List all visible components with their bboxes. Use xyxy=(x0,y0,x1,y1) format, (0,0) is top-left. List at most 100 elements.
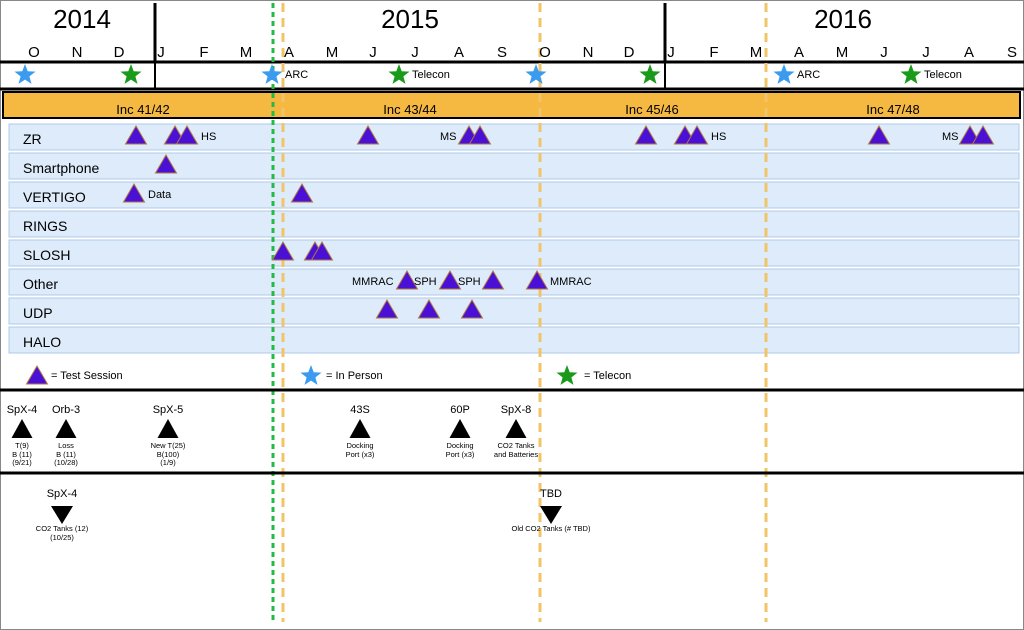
row-udp xyxy=(8,297,1020,325)
downmass-triangle-icon xyxy=(540,506,562,524)
upmass-vehicle-name: Orb-3 xyxy=(51,404,81,416)
month-label: D xyxy=(623,44,635,61)
row-label: HALO xyxy=(23,334,62,350)
upmass-triangle-icon xyxy=(55,419,77,438)
upmass-description: Port (x3) xyxy=(445,449,475,459)
month-label: M xyxy=(325,44,339,61)
session-annotation: SPH xyxy=(414,276,437,288)
test-session-icon xyxy=(124,125,148,145)
session-annotation: HS xyxy=(711,131,727,143)
month-label: M xyxy=(835,44,849,61)
month-label: A xyxy=(283,44,295,61)
downmass-description: CO2 Tanks (12) xyxy=(35,524,89,533)
row-rings xyxy=(8,210,1020,238)
month-label: A xyxy=(453,44,465,61)
row-zr xyxy=(8,123,1020,151)
downmass-vehicle-name: TBD xyxy=(540,488,562,500)
month-label: J xyxy=(411,44,419,61)
row-label: Other xyxy=(23,276,59,292)
month-label: A xyxy=(793,44,805,61)
upmass-triangle-icon xyxy=(505,419,527,438)
star-label: Telecon xyxy=(412,69,450,81)
year-label: 2014 xyxy=(53,4,111,34)
upmass-description: CO2 Tanks xyxy=(497,441,535,450)
upmass-description: B (11) xyxy=(12,449,32,459)
month-label: S xyxy=(1006,44,1018,61)
upmass-description: B (11) xyxy=(56,449,76,459)
upmass-description: Port (x3) xyxy=(345,449,375,459)
row-vertigo xyxy=(8,181,1020,209)
star-label: ARC xyxy=(797,69,821,81)
row-slosh xyxy=(8,239,1020,267)
downmass-description: (10/25) xyxy=(50,532,74,542)
row-label: SLOSH xyxy=(23,247,71,263)
month-label: A xyxy=(963,44,975,61)
test-session-icon xyxy=(460,299,484,319)
month-label: M xyxy=(749,44,763,61)
upmass-description: Docking xyxy=(446,441,474,450)
upmass-description: (1/9) xyxy=(160,458,176,467)
legend-in-person: = In Person xyxy=(326,370,383,382)
in-person-star-icon xyxy=(14,64,36,84)
row-label: UDP xyxy=(23,305,53,321)
increment-label: Inc 43/44 xyxy=(383,102,437,117)
month-label: N xyxy=(71,44,83,61)
star-label: Telecon xyxy=(924,69,962,81)
in-person-star-icon xyxy=(525,64,547,84)
month-label: M xyxy=(239,44,253,61)
month-label: O xyxy=(28,44,40,61)
year-label: 2015 xyxy=(381,4,439,34)
upmass-description: T(9) xyxy=(15,441,29,450)
star-label: ARC xyxy=(285,69,309,81)
month-label: S xyxy=(496,44,508,61)
telecon-star-icon xyxy=(120,64,142,84)
test-session-icon xyxy=(154,154,178,174)
month-label: N xyxy=(582,44,594,61)
upmass-description: and Batteries xyxy=(493,449,539,459)
upmass-description: (10/28) xyxy=(54,458,78,467)
session-annotation: SPH xyxy=(458,276,481,288)
month-label: J xyxy=(880,44,888,61)
test-session-icon xyxy=(634,125,658,145)
test-session-icon xyxy=(375,299,399,319)
row-label: Smartphone xyxy=(23,160,100,176)
upmass-triangle-icon xyxy=(349,419,371,438)
test-session-icon xyxy=(310,241,334,261)
session-annotation: MS xyxy=(942,131,959,143)
legend-test-session: = Test Session xyxy=(51,370,123,382)
month-label: J xyxy=(369,44,377,61)
upmass-description: B(100) xyxy=(156,449,180,459)
row-label: ZR xyxy=(23,131,42,147)
legend-in-person-star-icon xyxy=(300,365,322,385)
session-annotation: MMRAC xyxy=(352,276,394,288)
session-annotation: Data xyxy=(148,189,172,201)
upmass-description: (9/21) xyxy=(12,458,32,467)
legend-telecon: = Telecon xyxy=(584,370,632,382)
session-annotation: HS xyxy=(201,131,217,143)
test-session-icon xyxy=(971,125,995,145)
month-label: D xyxy=(113,44,125,61)
increment-label: Inc 45/46 xyxy=(625,102,679,117)
in-person-star-icon xyxy=(261,64,283,84)
test-session-icon xyxy=(395,270,419,290)
in-person-star-icon xyxy=(773,64,795,84)
year-label: 2016 xyxy=(814,4,872,34)
upmass-triangle-icon xyxy=(11,419,33,438)
upmass-description: New T(25) xyxy=(150,441,186,450)
upmass-description: Loss xyxy=(58,441,74,450)
month-label: J xyxy=(157,44,165,61)
test-session-icon xyxy=(417,299,441,319)
legend-telecon-star-icon xyxy=(556,365,578,385)
test-session-icon xyxy=(685,125,709,145)
month-label: J xyxy=(667,44,675,61)
upmass-vehicle-name: SpX-4 xyxy=(6,404,38,416)
session-annotation: MMRAC xyxy=(550,276,592,288)
test-session-icon xyxy=(481,270,505,290)
downmass-triangle-icon xyxy=(51,506,73,524)
downmass-description: Old CO2 Tanks (# TBD) xyxy=(511,524,591,533)
legend-test-session-icon xyxy=(25,365,49,385)
test-session-icon xyxy=(122,183,146,203)
telecon-star-icon xyxy=(639,64,661,84)
